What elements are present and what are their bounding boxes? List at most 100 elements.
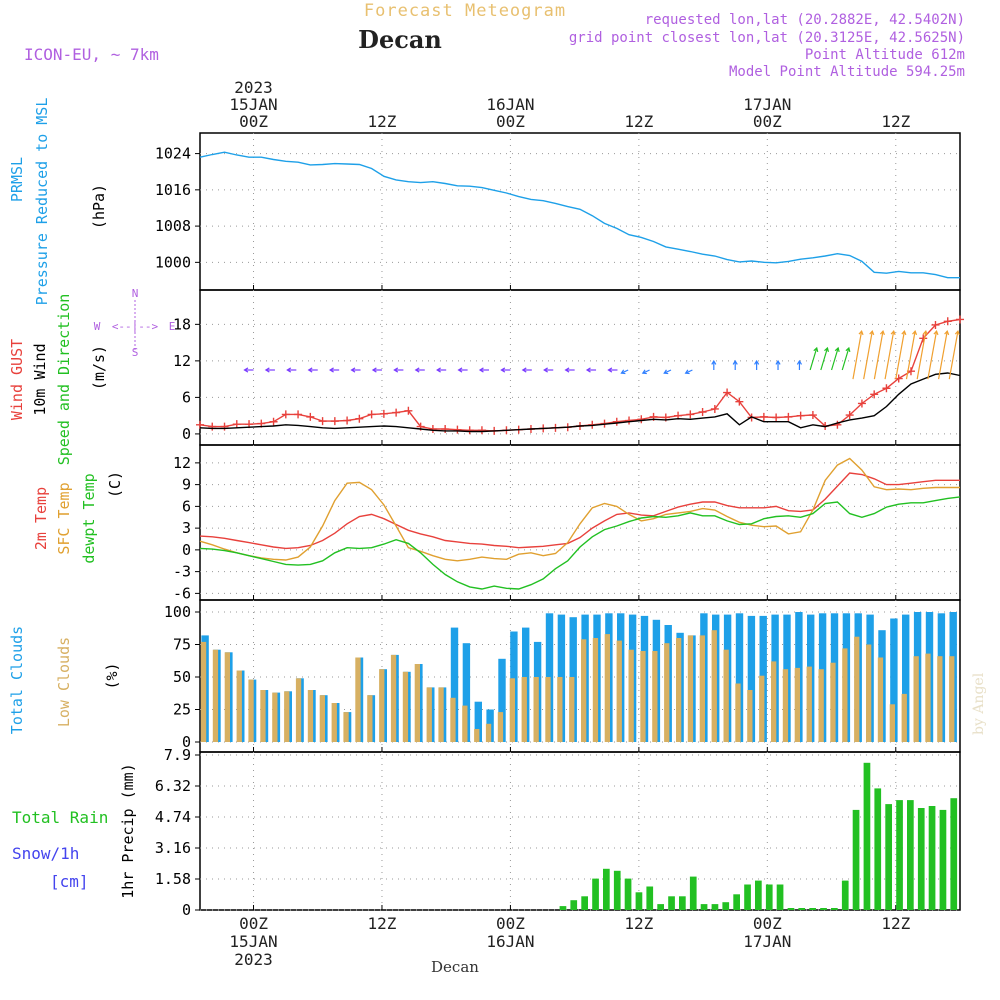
temperature-frame (199, 444, 961, 601)
total-rain-bar (907, 800, 914, 910)
total-clouds-bar (890, 618, 898, 742)
total-rain-bar (798, 908, 806, 910)
pressure-axis-label: (hPa) (90, 184, 108, 229)
total-rain-bar (939, 809, 947, 910)
dewpt-temp-line (199, 496, 961, 590)
wind-vector-head (922, 329, 928, 336)
wind-vector-head (754, 359, 760, 365)
compass-letter: W (94, 320, 101, 333)
wind-vector-head (286, 367, 292, 373)
low-clouds-bar (949, 656, 955, 742)
gust-marker (294, 410, 303, 419)
bottom-time-label: 15JAN (229, 932, 277, 951)
compass-letter: N (132, 287, 139, 300)
wind-vector-head (328, 367, 334, 373)
low-clouds-bar (711, 630, 717, 742)
y-tick-label: 0 (182, 901, 191, 919)
wind-axis-label: Wind GUST (8, 339, 26, 420)
gust-marker (428, 425, 437, 434)
total-rain-bar (570, 900, 578, 910)
gust-marker (392, 408, 401, 417)
gust-marker (453, 425, 462, 434)
total-rain-bar (928, 806, 936, 910)
total-clouds-bar (474, 701, 482, 742)
wind-vector-head (264, 367, 270, 373)
gust-marker (845, 411, 854, 420)
total-rain-bar (885, 804, 892, 910)
low-clouds-bar (426, 687, 432, 742)
total-rain-bar (950, 798, 958, 910)
low-clouds-bar (687, 635, 694, 742)
gust-marker (477, 426, 486, 435)
low-clouds-bar (402, 671, 409, 742)
low-clouds-bar (830, 662, 836, 742)
y-tick-label: 12 (173, 454, 191, 472)
y-tick-label: -3 (173, 563, 191, 581)
gust-marker (686, 410, 695, 419)
total-rain-bar (755, 880, 762, 910)
low-clouds-bar (474, 729, 480, 742)
wind-vector-head (457, 367, 463, 373)
low-clouds-bar (379, 669, 385, 742)
compass-letter: <--|--> (112, 320, 159, 333)
top-time-label: 00Z (239, 112, 268, 131)
low-clouds-bar (806, 666, 812, 742)
wind-vector-head (607, 367, 613, 373)
gust-marker (956, 315, 964, 324)
precip-legend-label: Snow/1h (12, 844, 79, 863)
low-clouds-bar (854, 636, 860, 742)
wind-vector-head (500, 367, 506, 373)
low-clouds-bar (557, 677, 563, 742)
clouds-panel: 0 25 50 75 100 Total Clouds Low Clouds (%) (8, 599, 961, 753)
wind-vector (873, 331, 884, 380)
gust-marker (784, 412, 793, 421)
gust-marker (330, 417, 339, 426)
wind-vector-head (796, 359, 803, 365)
gust-marker (281, 410, 290, 419)
wind-vector (809, 347, 818, 371)
wind-vector (884, 331, 895, 380)
low-clouds-bar (794, 667, 800, 742)
total-rain-bar (831, 908, 838, 910)
2m-temp-line (199, 472, 960, 550)
wind-vector-head (879, 329, 885, 336)
pressure-frame (199, 132, 961, 291)
total-rain-bar (592, 878, 599, 910)
low-clouds-bar (414, 664, 420, 742)
low-clouds-bar (616, 640, 622, 742)
low-clouds-bar (640, 651, 646, 742)
gust-marker (343, 416, 352, 425)
low-clouds-bar (842, 648, 848, 742)
top-time-label: 00Z (753, 112, 782, 131)
wind-vector-head (775, 359, 781, 365)
wind-vector (820, 347, 829, 371)
top-time-label: 00Z (496, 112, 525, 131)
gust-marker (833, 420, 842, 429)
low-clouds-bar (331, 703, 337, 742)
total-rain-bar (863, 762, 871, 910)
precip-legend-label: Total Rain (12, 808, 108, 827)
total-rain-bar (559, 906, 567, 910)
total-rain-bar (635, 892, 643, 910)
low-clouds-bar (937, 656, 943, 742)
bottom-time-label: 12Z (624, 914, 653, 933)
precipitation-frame (199, 751, 961, 911)
low-clouds-bar (628, 649, 634, 742)
wind-vector (685, 369, 693, 374)
wind-vector (863, 331, 873, 380)
low-clouds-bar (212, 649, 219, 742)
low-clouds-bar (295, 678, 302, 742)
wind-vector (642, 369, 650, 374)
total-rain-bar (809, 908, 816, 910)
wind-vector (621, 369, 629, 374)
low-clouds-bar (759, 675, 765, 742)
wind-vector-head (869, 329, 875, 336)
total-clouds-bar (747, 615, 756, 742)
product-title: Forecast Meteogram (364, 1, 566, 21)
gust-marker (735, 397, 744, 406)
sfc-temp-line (199, 457, 960, 562)
gust-marker (208, 422, 217, 431)
